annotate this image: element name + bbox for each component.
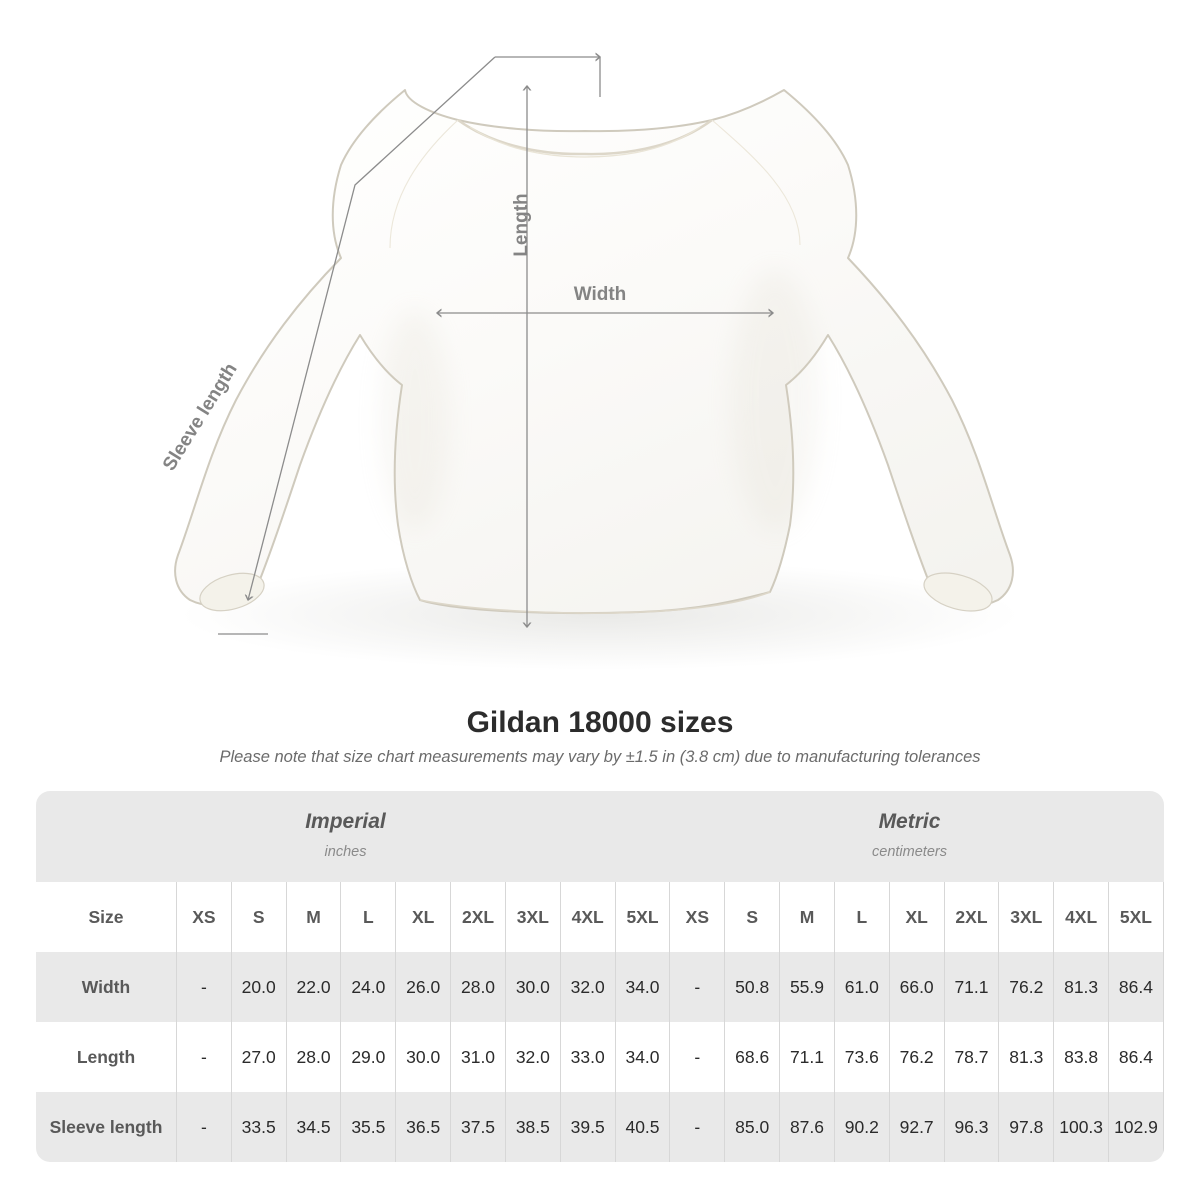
svg-text:Length: Length <box>511 193 532 256</box>
svg-text:Width: Width <box>574 284 627 305</box>
